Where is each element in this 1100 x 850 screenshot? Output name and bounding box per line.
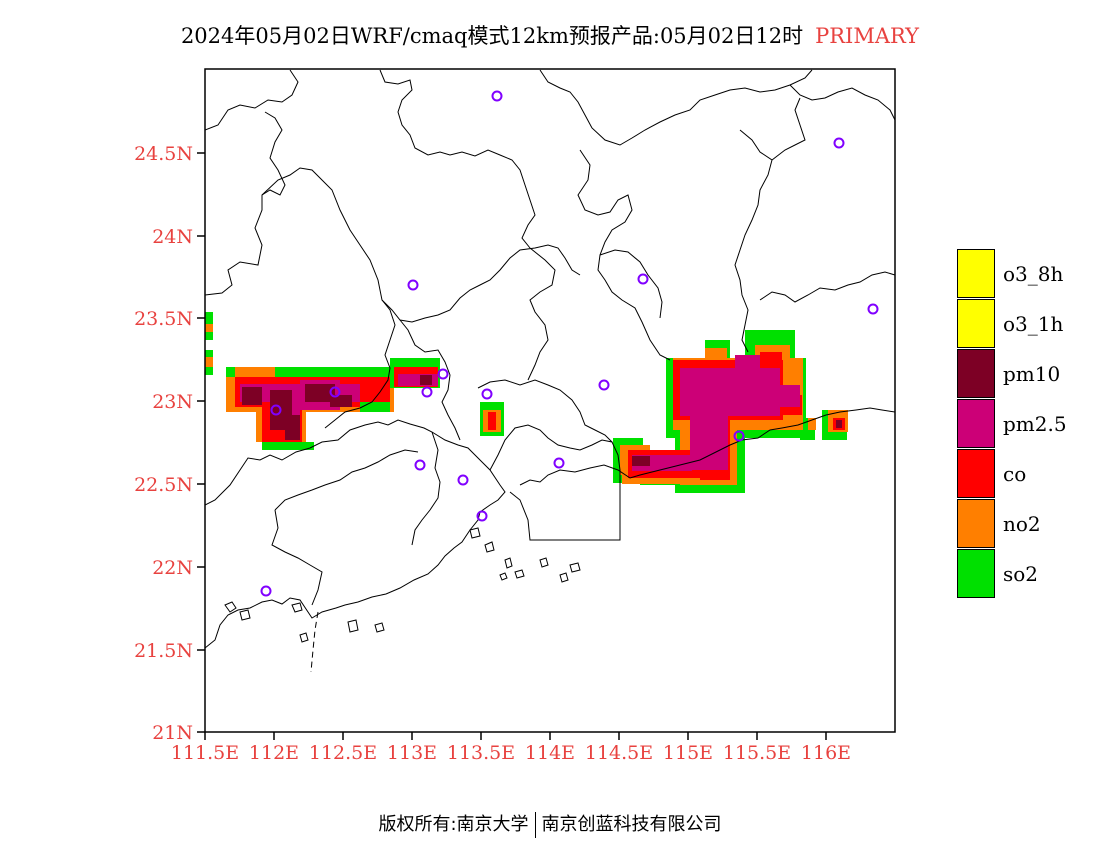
legend-swatch [957,299,995,348]
legend-label: o3_8h [1003,262,1064,286]
x-tick-label: 114E [525,742,575,764]
station-marker [270,404,282,416]
y-tick-label: 22.5N [134,474,193,496]
x-tick-label: 113E [387,742,437,764]
boundary-18 [271,509,323,606]
x-tick-label: 111.5E [171,742,239,764]
boundary-14 [477,379,613,443]
station-marker [833,137,845,149]
x-axis-labels: 111.5E 112E 112.5E 113E 113.5E 114E 114.… [171,742,851,764]
boundary-6 [577,149,671,361]
x-tick-label: 112.5E [309,742,377,764]
plume-east [613,330,848,493]
boundary-16 [411,431,441,546]
station-marker [553,457,565,469]
legend-label: o3_1h [1003,312,1064,336]
boundary-8 [734,129,773,353]
boundary-13 [399,319,461,441]
legend-swatch [957,349,995,398]
boundary-lines [205,69,895,673]
station-marker [476,510,488,522]
station-markers [260,90,879,597]
y-tick-label: 23N [152,391,193,413]
y-axis-labels: 24.5N 24N 23.5N 23N 22.5N 22N 21.5N 21N [134,143,193,744]
y-tick-label: 21.5N [134,640,193,662]
boundary-12 [527,247,556,381]
x-tick-label: 112E [249,742,299,764]
station-marker [407,279,419,291]
station-marker [733,430,745,442]
boundary-4 [379,69,536,249]
copyright-owner: 版权所有:南京大学 [378,814,529,835]
coastline-east [519,407,895,486]
boundary-11 [759,271,895,303]
map-title: 2024年05月02日WRF/cmaq模式12km预报产品:05月02日12时 P… [0,20,1100,50]
legend-label: co [1003,462,1027,486]
footer-separator [534,812,536,838]
pearl-river-estuary [489,424,621,541]
boundary-15 [324,299,396,429]
station-marker [637,273,649,285]
coastline [205,419,506,649]
station-marker [437,368,449,380]
boundary-2 [205,111,286,296]
boundary-7 [599,249,663,319]
station-marker [867,303,879,315]
station-marker [457,474,469,486]
y-tick-label: 23.5N [134,308,193,330]
boundary-9 [789,84,895,121]
y-axis-ticks [197,152,205,733]
legend-swatch [957,499,995,548]
boundary-3 [261,167,581,323]
title-main: 2024年05月02日WRF/cmaq模式12km预报产品:05月02日12时 [180,24,804,48]
legend-label: pm2.5 [1003,412,1067,436]
legend-swatch [957,399,995,448]
y-tick-label: 24.5N [134,143,193,165]
y-tick-label: 21N [152,722,193,744]
station-marker [414,459,426,471]
pollutant-grid [205,312,848,493]
x-tick-label: 116E [801,742,851,764]
legend-swatch [957,549,995,598]
x-tick-label: 115E [663,742,713,764]
legend-label: no2 [1003,512,1041,536]
legend-label: pm10 [1003,362,1061,386]
islands [224,527,581,643]
station-marker [260,585,272,597]
x-tick-label: 114.5E [585,742,653,764]
x-axis-ticks [204,732,827,740]
copyright-company: 南京创蓝科技有限公司 [541,814,722,835]
station-marker [481,388,493,400]
x-tick-label: 113.5E [447,742,515,764]
station-marker [421,386,433,398]
boundary-17 [274,449,419,511]
legend-label: so2 [1003,562,1039,586]
copyright-footer: 版权所有:南京大学 南京创蓝科技有限公司 [0,810,1100,838]
boundary-10 [771,97,806,161]
boundary-5 [539,69,813,146]
title-highlight: PRIMARY [815,24,920,48]
x-tick-label: 115.5E [723,742,791,764]
y-tick-label: 22N [152,557,193,579]
station-marker [329,386,341,398]
leizhou-dashed [310,611,319,673]
legend-swatch [957,449,995,498]
boundary-1 [205,69,299,131]
station-marker [598,379,610,391]
plume-west [205,312,504,450]
station-marker [491,90,503,102]
y-tick-label: 24N [152,226,193,248]
legend-swatch [957,249,995,298]
